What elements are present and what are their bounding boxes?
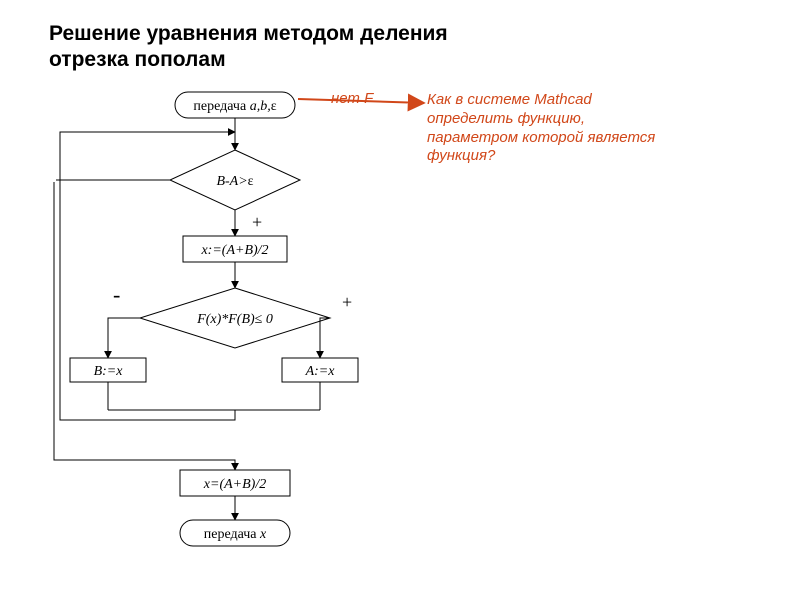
node-start: передача a,b,ε xyxy=(175,92,295,118)
node-cond2: F(x)*F(B)≤ 0 xyxy=(140,288,330,348)
flowchart: передача a,b,ε B-A>ε + x:=(A+B)/2 F(x)*F… xyxy=(0,0,800,600)
node-cond1: B-A>ε xyxy=(170,150,300,210)
svg-text:F(x)*F(B)≤ 0: F(x)*F(B)≤ 0 xyxy=(196,312,273,327)
node-end: передача x xyxy=(180,520,290,546)
edge-cond2-assignA xyxy=(320,318,330,358)
annotation-arrow xyxy=(298,99,424,103)
node-calc2: x=(A+B)/2 xyxy=(180,470,290,496)
svg-text:A:=x: A:=x xyxy=(305,364,336,379)
edge-to-calc2 xyxy=(54,460,235,470)
svg-text:передача a,b,ε: передача a,b,ε xyxy=(193,99,276,114)
svg-text:B:=x: B:=x xyxy=(94,364,124,379)
label-cond2-minus: - xyxy=(113,282,120,307)
edge-cond2-assignB xyxy=(108,318,140,358)
label-cond1-plus: + xyxy=(252,212,262,232)
svg-text:x=(A+B)/2: x=(A+B)/2 xyxy=(203,477,266,492)
node-calc1: x:=(A+B)/2 xyxy=(183,236,287,262)
svg-text:B-A>ε: B-A>ε xyxy=(216,174,253,189)
node-assignB: B:=x xyxy=(70,358,146,382)
svg-text:x:=(A+B)/2: x:=(A+B)/2 xyxy=(200,243,268,258)
label-cond2-plus: + xyxy=(342,292,352,312)
svg-text:передача x: передача x xyxy=(204,527,267,542)
node-assignA: A:=x xyxy=(282,358,358,382)
